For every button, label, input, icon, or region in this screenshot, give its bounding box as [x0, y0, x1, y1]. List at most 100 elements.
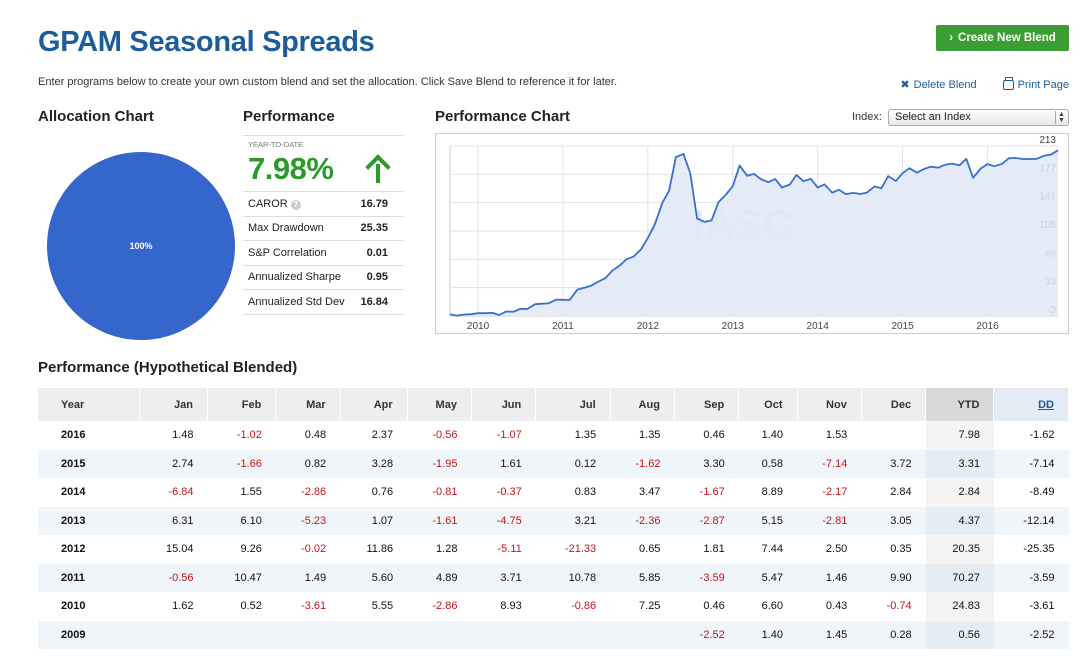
value-cell: 5.15 [738, 506, 798, 535]
value-cell: 3.28 [340, 449, 408, 478]
table-row: 2015 2.74 -1.66 0.82 3.28 -1.95 1.61 0.12 -1.62 3… [38, 449, 1069, 478]
value-cell: 3.72 [861, 449, 926, 478]
series-line [449, 149, 1059, 317]
value-cell: 3.30 [674, 449, 739, 478]
stat-value: 0.01 [366, 246, 388, 259]
select-arrows-icon: ▲ ▼ [1055, 111, 1067, 124]
x-tick-label: 2012 [637, 321, 660, 332]
help-icon[interactable]: ? [290, 199, 301, 210]
value-cell: 0.48 [304, 429, 327, 442]
value-cell: 9.26 [240, 543, 262, 556]
value-cell: 0.52 [240, 600, 262, 613]
value-cell: -7.14 [797, 449, 862, 478]
x-tick-label: 2014 [807, 321, 830, 332]
index-select[interactable]: Select an Index ▲ ▼ [888, 109, 1069, 126]
value-cell: -2.81 [797, 506, 862, 535]
value-cell: 6.60 [761, 600, 784, 613]
stat-row-caror: CAROR? 16.79 [243, 192, 404, 217]
value-cell: 3.05 [861, 506, 926, 535]
x-tick-label: 2010 [467, 321, 490, 332]
value-cell: 0.83 [574, 486, 597, 499]
table-row: 2016 1.48 -1.02 0.48 2.37 -0.56 -1.07 1.35 1.35 0… [38, 421, 1069, 450]
value-cell: 0.82 [275, 449, 341, 478]
index-label: Index: [852, 111, 882, 123]
value-cell: -1.66 [207, 449, 276, 478]
column-header-ytd: YTD [925, 388, 995, 421]
ytd-row: 7.98% [243, 149, 404, 192]
value-cell: -1.62 [1029, 429, 1055, 442]
value-cell: 0.56 [925, 620, 994, 649]
value-cell [610, 620, 675, 649]
stat-value: 0.95 [366, 271, 388, 284]
column-header-year: Year [38, 388, 140, 421]
series-area [450, 150, 1058, 316]
value-cell: 7.25 [639, 600, 661, 613]
column-header-jul: Jul [535, 388, 611, 421]
performance-heading: Performance [243, 108, 335, 125]
value-cell: -3.61 [301, 600, 327, 613]
allocation-chart-heading: Allocation Chart [38, 108, 154, 125]
intro-text: Enter programs below to create your own … [38, 76, 618, 88]
value-cell: 1.35 [639, 429, 661, 442]
value-cell: 3.47 [639, 486, 661, 499]
value-cell: 70.27 [925, 563, 994, 592]
value-cell: -5.11 [497, 543, 522, 556]
value-cell: 1.40 [738, 620, 798, 649]
column-header-may: May [407, 388, 472, 421]
value-cell: 0.46 [703, 429, 725, 442]
table-row: 2009 -2.52 1.40 1.45 0.28 0.56 -2.52 [38, 620, 1069, 649]
value-cell: -2.52 [674, 620, 739, 649]
column-header-oct: Oct [738, 388, 798, 421]
arrow-up-icon [366, 155, 390, 183]
value-cell: 0.65 [639, 543, 661, 556]
x-tick-label: 2016 [976, 321, 999, 332]
stat-label: S&P Correlation [248, 246, 327, 259]
table-row: 2010 1.62 0.52 -3.61 5.55 -2.86 8.93 -0.86 7.25 0… [38, 592, 1069, 621]
delete-blend-link[interactable]: ✖ Delete Blend [900, 78, 976, 92]
year-cell: 2011 [38, 563, 140, 592]
create-new-blend-button[interactable]: › Create New Blend [936, 25, 1069, 51]
value-cell: 1.53 [825, 429, 848, 442]
value-cell: 1.48 [172, 429, 194, 442]
value-cell: 20.35 [925, 535, 994, 564]
printer-icon [1002, 76, 1014, 90]
value-cell [535, 620, 611, 649]
table-row: 2013 6.31 6.10 -5.23 1.07 -1.61 -4.75 3.21 -2.36… [38, 506, 1069, 535]
table-heading: Performance (Hypothetical Blended) [38, 359, 298, 376]
stat-value: 25.35 [360, 222, 388, 235]
stat-label: CAROR? [248, 198, 301, 210]
value-cell: -1.61 [407, 506, 472, 535]
value-cell: 24.83 [925, 592, 994, 621]
value-cell: -1.62 [610, 449, 675, 478]
value-cell: 3.31 [925, 449, 994, 478]
value-cell: 3.21 [535, 506, 611, 535]
x-tick-label: 2011 [552, 321, 574, 332]
stat-row-max-drawdown: Max Drawdown 25.35 [243, 217, 404, 241]
page-title: GPAM Seasonal Spreads [38, 26, 375, 58]
column-header-jan: Jan [139, 388, 209, 421]
value-cell: 2.84 [925, 478, 994, 507]
y-tick-label: 213 [1039, 135, 1056, 146]
value-cell: -5.23 [275, 506, 341, 535]
value-cell: 1.45 [797, 620, 862, 649]
value-cell: 6.31 [139, 506, 208, 535]
column-header-aug: Aug [610, 388, 675, 421]
column-header-jun: Jun [471, 388, 537, 421]
value-cell: 1.28 [436, 543, 458, 556]
column-header-dd[interactable]: DD [993, 388, 1069, 421]
value-cell: 0.43 [825, 600, 848, 613]
year-cell: 2015 [38, 449, 140, 478]
value-cell: 2.84 [890, 486, 912, 499]
print-page-link[interactable]: Print Page [1002, 76, 1069, 91]
value-cell: -1.67 [699, 486, 725, 499]
value-cell: 1.07 [340, 506, 408, 535]
table-header-row: Year Jan Feb Mar Apr May Jun Jul Aug Sep Oct Nov Dec… [38, 388, 1069, 421]
value-cell: 2.50 [825, 543, 848, 556]
stat-label: Annualized Std Dev [248, 295, 345, 308]
value-cell: 15.04 [165, 543, 194, 556]
stat-label: Max Drawdown [248, 222, 324, 235]
value-cell: 9.90 [861, 563, 926, 592]
year-cell: 2013 [38, 506, 140, 535]
value-cell: 8.93 [500, 600, 522, 613]
value-cell: 5.55 [371, 600, 394, 613]
